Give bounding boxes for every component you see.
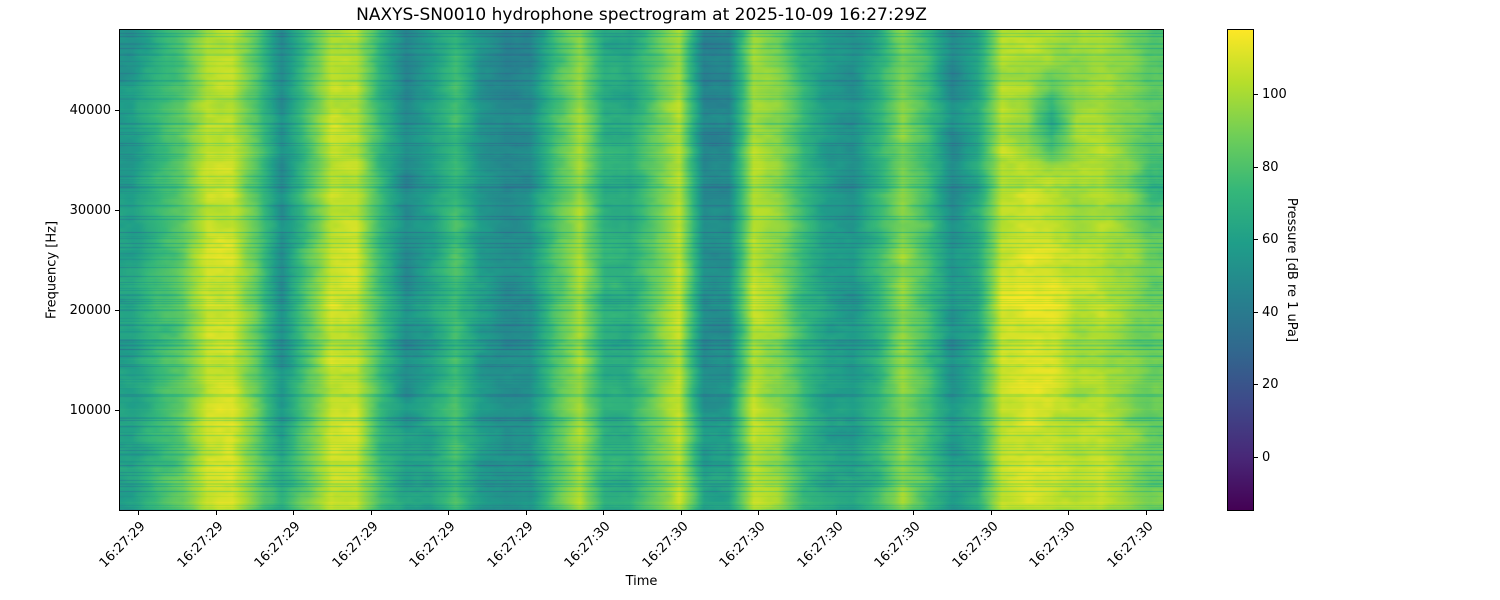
y-tick-mark — [115, 310, 119, 311]
y-tick-label: 30000 — [69, 203, 111, 218]
colorbar-tick-mark — [1254, 457, 1258, 458]
x-tick-mark — [216, 511, 217, 515]
colorbar-tick-mark — [1254, 94, 1258, 95]
colorbar-tick-label: 100 — [1262, 87, 1287, 102]
plot-area — [119, 29, 1164, 511]
colorbar-tick-mark — [1254, 312, 1258, 313]
colorbar-tick-label: 80 — [1262, 160, 1279, 175]
colorbar-tick-label: 0 — [1262, 450, 1271, 465]
x-tick-mark — [293, 511, 294, 515]
spectrogram-heatmap — [120, 30, 1163, 510]
y-tick-label: 40000 — [69, 103, 111, 118]
x-tick-mark — [758, 511, 759, 515]
x-tick-mark — [836, 511, 837, 515]
x-tick-mark — [448, 511, 449, 515]
colorbar-tick-mark — [1254, 384, 1258, 385]
colorbar — [1227, 29, 1254, 511]
colorbar-tick-label: 60 — [1262, 232, 1279, 247]
y-tick-mark — [115, 110, 119, 111]
plot-title: NAXYS-SN0010 hydrophone spectrogram at 2… — [356, 5, 927, 25]
colorbar-tick-mark — [1254, 239, 1258, 240]
y-tick-mark — [115, 410, 119, 411]
colorbar-tick-mark — [1254, 167, 1258, 168]
x-tick-mark — [603, 511, 604, 515]
x-tick-mark — [526, 511, 527, 515]
colorbar-tick-label: 40 — [1262, 305, 1279, 320]
x-tick-mark — [1146, 511, 1147, 515]
x-tick-mark — [371, 511, 372, 515]
y-tick-label: 20000 — [69, 303, 111, 318]
x-tick-mark — [138, 511, 139, 515]
colorbar-tick-label: 20 — [1262, 377, 1279, 392]
x-tick-mark — [1068, 511, 1069, 515]
x-tick-mark — [991, 511, 992, 515]
colorbar-label: Pressure [dB re 1 uPa] — [1284, 197, 1299, 343]
y-tick-mark — [115, 210, 119, 211]
y-tick-label: 10000 — [69, 403, 111, 418]
x-axis-label: Time — [625, 574, 658, 589]
x-tick-mark — [913, 511, 914, 515]
x-tick-mark — [681, 511, 682, 515]
